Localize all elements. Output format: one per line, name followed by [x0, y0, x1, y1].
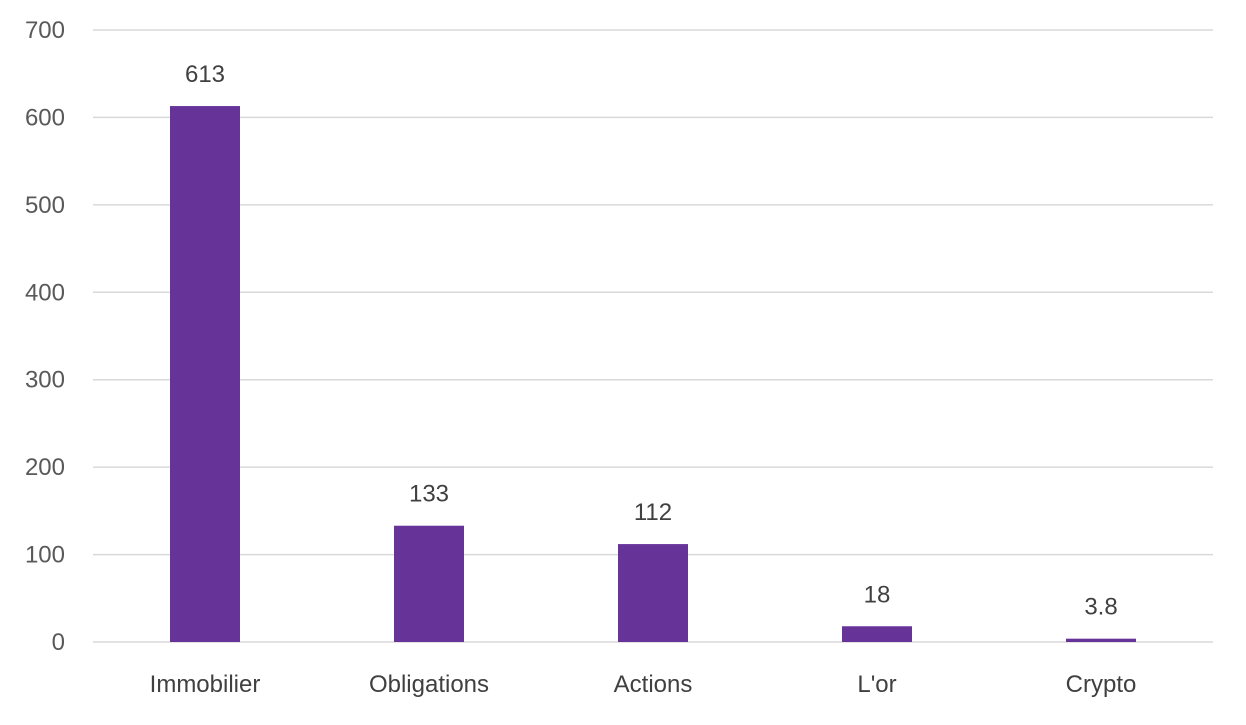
bar-value-label: 3.8 — [1084, 594, 1117, 621]
y-tick-label: 600 — [25, 104, 65, 131]
data-labels: 613 133 112 18 3.8 — [185, 61, 1118, 621]
y-tick-label: 300 — [25, 367, 65, 394]
bar — [394, 525, 464, 642]
y-tick-label: 200 — [25, 454, 65, 481]
bar-value-label: 133 — [409, 481, 449, 508]
bars — [170, 106, 1136, 642]
bar — [618, 544, 688, 642]
bar-value-label: 112 — [634, 499, 672, 526]
bar — [1066, 638, 1136, 642]
category-label: L'or — [857, 671, 896, 698]
bar — [170, 106, 240, 642]
x-axis-category-labels: Immobilier Obligations Actions L'or Crypto — [150, 671, 1137, 698]
category-label: Immobilier — [150, 671, 261, 698]
category-label: Obligations — [369, 671, 489, 698]
bar-value-label: 18 — [864, 581, 891, 608]
bar — [842, 626, 912, 642]
y-tick-label: 400 — [25, 279, 65, 306]
y-tick-label: 700 — [25, 17, 65, 44]
y-axis-tick-labels: 0 100 200 300 400 500 600 700 — [25, 17, 65, 656]
category-label: Crypto — [1066, 671, 1137, 698]
y-tick-label: 100 — [25, 542, 65, 569]
y-tick-label: 0 — [52, 629, 65, 656]
category-label: Actions — [614, 671, 693, 698]
bar-value-label: 613 — [185, 61, 225, 88]
gridlines — [93, 29, 1213, 643]
y-tick-label: 500 — [25, 192, 65, 219]
